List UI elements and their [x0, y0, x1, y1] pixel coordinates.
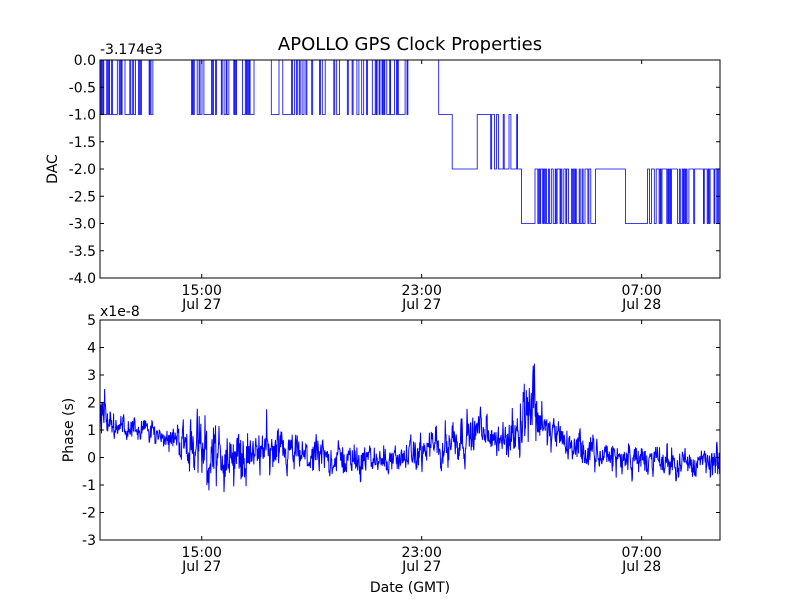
phase-plot-area [100, 363, 720, 493]
phase-ytick-label: -1 [82, 478, 96, 494]
phase-ytick-label: 5 [87, 313, 96, 329]
dac-ytick-label: -3.5 [69, 244, 96, 260]
dac-xtick-time: 23:00 [402, 283, 442, 299]
figure-title: APOLLO GPS Clock Properties [278, 34, 542, 55]
dac-ytick-label: -1.5 [69, 135, 96, 151]
dac-ticks: 0.0 -0.5 -1.0 -1.5 -2.0 -2.5 -3.0 -3.5 -4.0 15:00… [69, 53, 720, 313]
phase-xtick-date: Jul 27 [181, 559, 221, 575]
dac-ytick-label: -4.0 [69, 271, 96, 287]
phase-ytick-label: -2 [82, 506, 96, 522]
phase-ytick-label: 1 [87, 423, 96, 439]
phase-xlabel: Date (GMT) [370, 580, 450, 596]
dac-ytick-label: -2.0 [69, 162, 96, 178]
dac-xtick-date: Jul 27 [401, 297, 441, 313]
dac-ytick-label: -1.0 [69, 108, 96, 124]
dac-series-line [100, 60, 720, 224]
dac-xtick-date: Jul 28 [621, 297, 661, 313]
phase-ytick-label: 0 [87, 451, 96, 467]
phase-ytick-label: 2 [87, 396, 96, 412]
phase-ytick-label: -3 [82, 533, 96, 549]
dac-xtick-time: 15:00 [182, 283, 222, 299]
phase-xtick-date: Jul 28 [621, 559, 661, 575]
dac-ytick-label: -0.5 [69, 80, 96, 96]
dac-subplot: 0.0 -0.5 -1.0 -1.5 -2.0 -2.5 -3.0 -3.5 -4.0 15:00… [45, 42, 721, 313]
dac-ytick-label: 0.0 [74, 53, 96, 69]
phase-xtick-time: 07:00 [621, 545, 661, 561]
dac-offset-label: -3.174e3 [100, 42, 163, 58]
phase-xtick-time: 23:00 [402, 545, 442, 561]
phase-ytick-label: 3 [87, 368, 96, 384]
phase-ylabel: Phase (s) [61, 398, 77, 462]
dac-xtick-date: Jul 27 [181, 297, 221, 313]
phase-xtick-time: 15:00 [182, 545, 222, 561]
phase-series-line [100, 363, 720, 493]
phase-xtick-date: Jul 27 [401, 559, 441, 575]
dac-xtick-time: 07:00 [621, 283, 661, 299]
dac-plot-area [100, 60, 720, 224]
dac-ytick-label: -2.5 [69, 189, 96, 205]
dac-ylabel: DAC [45, 154, 61, 184]
dac-ytick-label: -3.0 [69, 217, 96, 233]
phase-ytick-label: 4 [87, 341, 96, 357]
phase-offset-label: x1e-8 [100, 304, 140, 320]
